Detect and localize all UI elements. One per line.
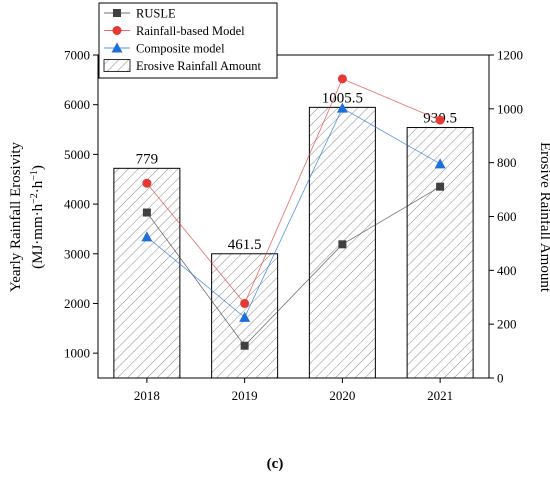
left-tick-label: 4000: [64, 197, 90, 212]
legend-marker-swatch: [113, 9, 121, 17]
series-line-1: [146, 78, 441, 305]
legend-marker-swatch: [112, 26, 122, 35]
series-1-point-2020: [337, 74, 347, 84]
legend-entry-label: Composite model: [136, 42, 225, 56]
bar-2018: [113, 167, 181, 379]
right-tick-label: 1200: [497, 48, 523, 63]
left-tick-label: 2000: [64, 296, 90, 311]
bar-value-label: 461.5: [228, 237, 262, 253]
legend-bar-swatch: [103, 59, 131, 72]
bar-2021: [406, 127, 474, 379]
series-0-point-2018: [142, 208, 151, 217]
legend-entry-label: Rainfall-based Model: [136, 24, 245, 38]
series-2-point-2018: [141, 231, 153, 242]
series-0-point-2020: [338, 240, 347, 249]
series-line-2: [146, 107, 441, 319]
left-axis-title-line2: (MJ·mm·h−2·h−1): [29, 165, 46, 269]
series-0-point-2021: [436, 182, 445, 191]
series-2-point-2019: [239, 311, 251, 322]
series-1-point-2021: [435, 115, 445, 125]
right-tick-label: 600: [497, 209, 517, 224]
legend-entry-label: Erosive Rainfall Amount: [136, 59, 262, 73]
left-axis-unit-part2: ·h: [30, 180, 46, 193]
series-line-0: [146, 186, 441, 347]
right-tick-label: 1000: [497, 101, 523, 116]
right-tick-label: 800: [497, 155, 517, 170]
series-1-point-2018: [142, 178, 152, 188]
bar-value-label: 779: [136, 151, 159, 167]
series-0-point-2019: [240, 341, 249, 350]
panel-label: (c): [267, 456, 284, 472]
series-2-point-2020: [336, 102, 348, 113]
left-axis-unit-part1: (MJ·mm·h: [30, 203, 46, 268]
left-tick-label: 1000: [64, 346, 90, 361]
left-tick-label: 5000: [64, 147, 90, 162]
axes-layer: 1000 2000 3000 4000 5000 6000 7000 0 200 400 600 80…: [64, 48, 523, 404]
right-axis-title: Erosive Rainfall Amount: [537, 142, 550, 293]
x-tick-label: 2018: [134, 388, 160, 403]
right-tick-label: 400: [497, 263, 517, 278]
legend-entry-label: RUSLE: [136, 7, 176, 21]
left-axis-unit-sup2: −1: [29, 170, 40, 181]
right-tick-label: 200: [497, 317, 517, 332]
left-tick-label: 7000: [64, 48, 90, 63]
left-axis-unit-part3: ): [30, 165, 46, 170]
x-tick-label: 2019: [232, 388, 258, 403]
x-tick-label: 2020: [329, 388, 355, 403]
series-2-point-2021: [434, 158, 446, 169]
left-axis-title-line1: Yearly Rainfall Erosivity: [8, 141, 24, 292]
right-tick-label: 0: [497, 371, 504, 386]
x-tick-label: 2021: [427, 388, 453, 403]
left-tick-label: 3000: [64, 246, 90, 261]
left-tick-label: 6000: [64, 97, 90, 112]
lines-layer: [141, 74, 446, 350]
series-1-point-2019: [240, 298, 250, 308]
legend: RUSLE Rainfall-based Model Composite model…: [98, 2, 278, 79]
legend-marker-swatch: [111, 42, 123, 53]
left-axis-unit-sup1: −2: [29, 193, 40, 204]
